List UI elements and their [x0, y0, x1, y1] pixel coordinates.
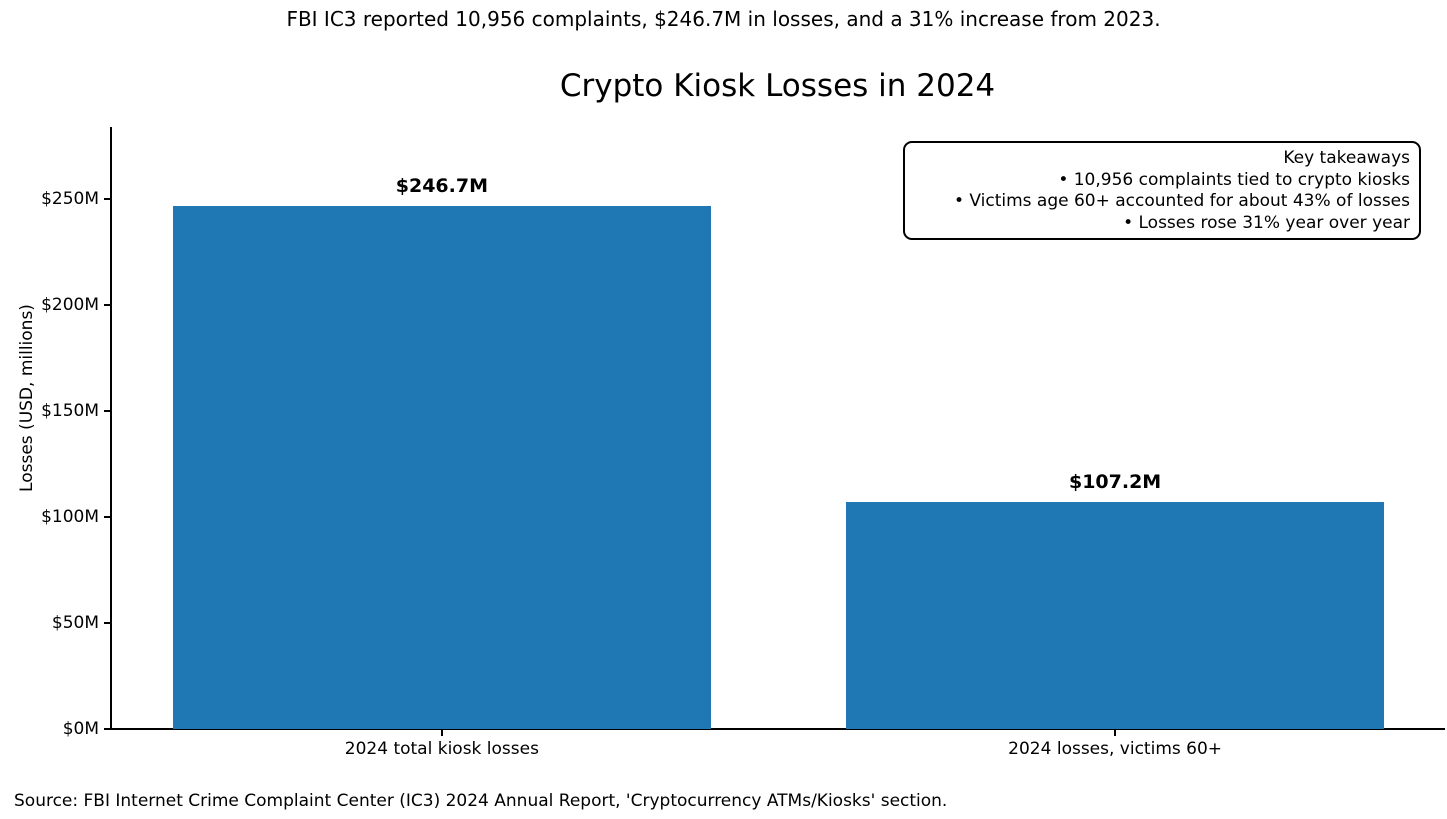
y-axis-label: Losses (USD, millions): [17, 304, 37, 492]
y-tick-mark: [104, 622, 112, 624]
x-tick-label: 2024 losses, victims 60+: [1008, 739, 1223, 759]
y-tick-mark: [104, 304, 112, 307]
x-tick-mark: [1114, 729, 1117, 736]
key-takeaways-box: Key takeaways • 10,956 complaints tied t…: [903, 141, 1421, 240]
y-tick-mark: [104, 410, 112, 413]
y-tick-label: $250M: [41, 189, 99, 210]
y-tick-mark: [104, 198, 112, 201]
y-tick-label: $150M: [41, 401, 99, 422]
bar: [845, 501, 1385, 729]
x-tick-mark: [440, 729, 443, 736]
y-tick-label: $100M: [41, 507, 99, 528]
chart-title: Crypto Kiosk Losses in 2024: [559, 68, 996, 104]
plot-area: [110, 127, 1445, 730]
bar-value-label: $107.2M: [1068, 470, 1162, 493]
bar: [172, 206, 712, 729]
y-tick-mark: [104, 516, 112, 519]
takeaways-item: • Losses rose 31% year over year: [1123, 212, 1410, 233]
y-tick-label: $200M: [41, 295, 99, 316]
takeaways-item: • 10,956 complaints tied to crypto kiosk…: [1058, 169, 1410, 190]
takeaways-title: Key takeaways: [1283, 148, 1410, 168]
y-tick-label: $50M: [51, 613, 99, 633]
x-tick-label: 2024 total kiosk losses: [344, 739, 539, 759]
y-tick-label: $0M: [62, 719, 99, 739]
chart-suptitle: FBI IC3 reported 10,956 complaints, $246…: [286, 7, 1161, 31]
source-note: Source: FBI Internet Crime Complaint Cen…: [14, 791, 948, 811]
takeaways-item: • Victims age 60+ accounted for about 43…: [953, 191, 1410, 211]
y-tick-mark: [104, 728, 112, 730]
bar-value-label: $246.7M: [395, 175, 488, 198]
